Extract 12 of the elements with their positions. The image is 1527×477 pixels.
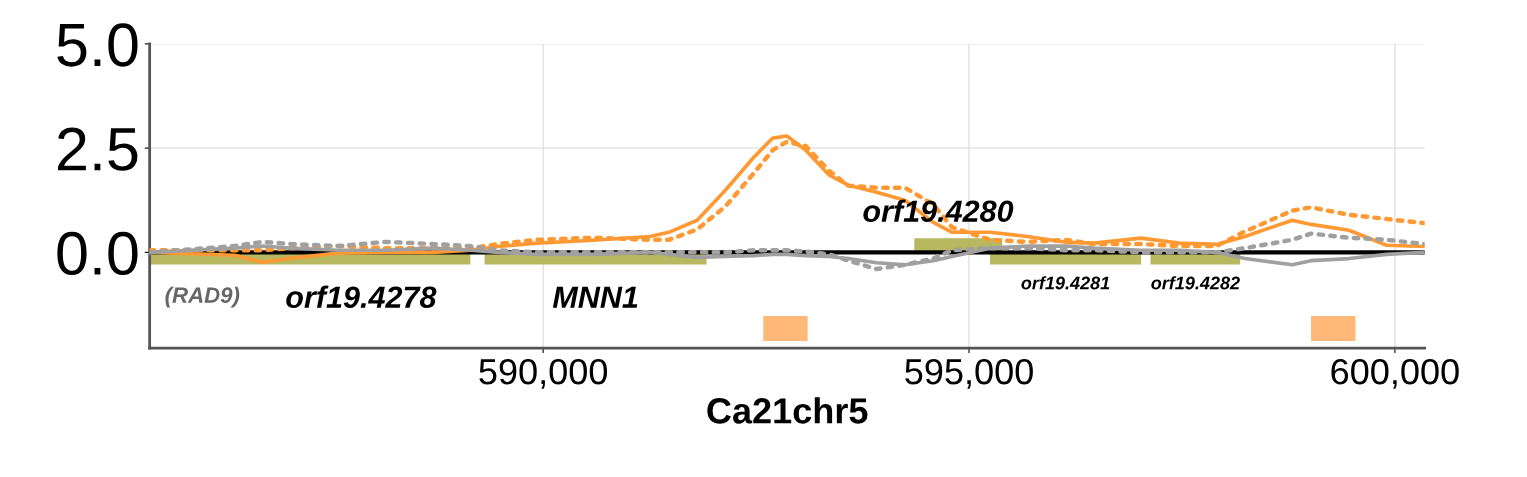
y-tick-label: 5.0	[57, 23, 138, 67]
y-tick-label: 2.5	[58, 127, 138, 171]
x-axis-title: Ca21chr5	[707, 397, 868, 424]
annotation: orf19.4282	[1151, 276, 1240, 290]
annotation: (RAD9)	[165, 286, 240, 308]
x-tick-label: 600,000	[1331, 358, 1459, 389]
annotation: orf19.4278	[286, 285, 437, 309]
x-tick-label: 595,000	[905, 358, 1033, 389]
annotation: orf19.4281	[1021, 276, 1110, 290]
annotation: MNN1	[552, 286, 638, 308]
x-tick-label: 590,000	[479, 358, 608, 389]
y-tick-label: 0.0	[57, 231, 138, 276]
